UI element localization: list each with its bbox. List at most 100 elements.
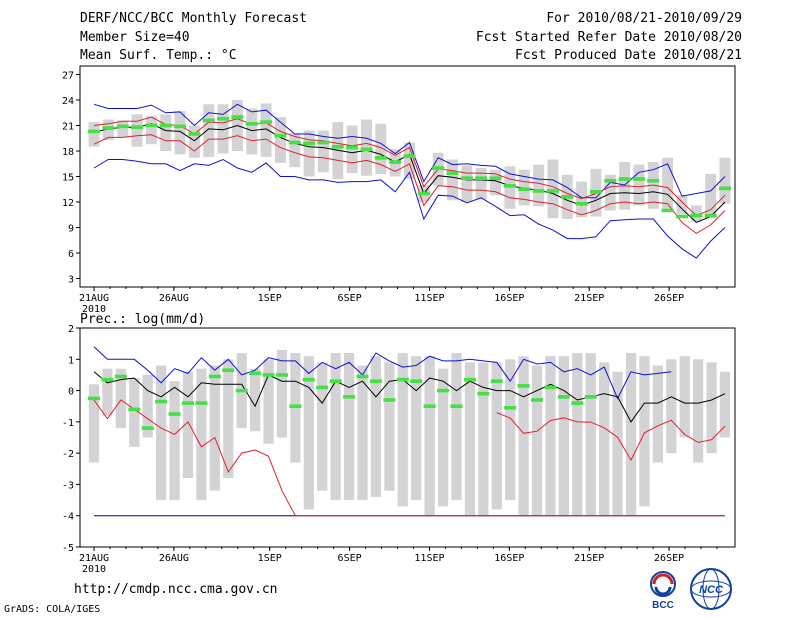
ensemble-box (505, 359, 516, 501)
y-tick-label: 18 (62, 147, 74, 158)
observation-marker (532, 189, 545, 193)
y-tick-label: 12 (62, 198, 74, 209)
observation-marker (275, 373, 288, 377)
ensemble-box (679, 356, 690, 438)
spread-high-line (93, 116, 726, 217)
ensemble-box (317, 362, 328, 491)
ncc-logo-icon: NCC (690, 568, 732, 610)
ensemble-box (585, 353, 596, 516)
x-tick-label: 21SEP (574, 293, 604, 304)
y-tick-label: 3 (68, 275, 74, 286)
forecast-produced-date: Fcst Produced Date 2010/08/21 (515, 48, 742, 63)
observation-marker (114, 374, 127, 379)
observation-marker (195, 401, 208, 405)
observation-marker (647, 178, 660, 183)
observation-marker (128, 407, 141, 412)
observation-marker (374, 156, 387, 160)
ensemble-box (303, 356, 314, 510)
observation-marker (141, 426, 154, 430)
ensemble-box (719, 157, 731, 204)
website-url[interactable]: http://cmdp.ncc.cma.gov.cn (74, 582, 278, 597)
ensemble-box (330, 353, 341, 501)
ensemble-box (209, 365, 220, 491)
ensemble-box (719, 371, 731, 438)
ensemble-box (88, 122, 100, 147)
observation-marker (262, 373, 275, 377)
x-year-label: 2010 (82, 564, 106, 575)
ensemble-box (625, 353, 637, 516)
observation-marker (661, 208, 674, 213)
ensemble-box (115, 368, 126, 429)
observation-marker (675, 214, 688, 219)
ensemble-box (706, 362, 717, 454)
y-tick-label: 1 (68, 355, 74, 366)
forecast-period: For 2010/08/21-2010/09/29 (546, 11, 742, 26)
bcc-logo-icon: BCC (650, 571, 676, 611)
observation-marker (235, 388, 248, 393)
observation-marker (208, 374, 221, 379)
observation-marker (168, 412, 181, 416)
ensemble-box (188, 125, 200, 158)
x-tick-label: 6SEP (338, 293, 362, 304)
observation-marker (101, 377, 114, 382)
ensemble-box (263, 359, 274, 444)
observation-marker (343, 395, 356, 399)
x-tick-label: 1SEP (258, 553, 282, 564)
ensemble-box (343, 353, 355, 501)
spread-low-line (93, 399, 296, 516)
ensemble-box (662, 157, 674, 209)
ensemble-box (131, 114, 143, 147)
observation-marker (217, 116, 230, 121)
observation-marker (222, 368, 235, 373)
observation-marker (396, 377, 409, 382)
observation-marker (369, 379, 382, 383)
y-tick-label: 2 (68, 324, 74, 335)
ensemble-box (531, 365, 543, 516)
ensemble-box (246, 108, 258, 155)
observation-marker (317, 140, 330, 145)
ensemble-box (174, 111, 186, 155)
ensemble-box (384, 362, 395, 491)
y-tick-label: -2 (62, 449, 74, 460)
grads-credit: GrADS: COLA/IGES (4, 604, 101, 615)
ensemble-box (451, 353, 462, 501)
observation-marker (245, 122, 258, 126)
x-tick-label: 21AUG (79, 293, 109, 304)
ensemble-box (464, 362, 476, 516)
observation-marker (518, 187, 531, 192)
observation-marker (490, 379, 503, 383)
x-tick-label: 26AUG (159, 553, 189, 564)
observation-marker (571, 401, 584, 405)
observation-marker (316, 385, 329, 390)
x-tick-label: 26SEP (654, 553, 684, 564)
observation-marker (403, 154, 416, 158)
observation-marker (202, 118, 215, 123)
observation-marker (575, 201, 588, 206)
ensemble-box (693, 359, 704, 463)
ensemble-box (203, 104, 215, 157)
observation-marker (102, 126, 115, 130)
observation-marker (589, 190, 602, 194)
observation-marker (432, 166, 445, 170)
x-tick-label: 16SEP (494, 293, 524, 304)
variable-label: Mean Surf. Temp.: °C (80, 48, 237, 63)
observation-marker (632, 177, 645, 181)
ensemble-box (370, 356, 382, 497)
max-line (93, 346, 672, 400)
observation-marker (489, 176, 502, 180)
observation-marker (88, 396, 100, 401)
observation-marker (460, 176, 473, 180)
observation-marker (690, 213, 703, 218)
observation-marker (159, 123, 172, 128)
x-tick-label: 21SEP (574, 553, 604, 564)
ensemble-box (599, 362, 610, 516)
observation-marker (231, 115, 244, 119)
observation-marker (289, 404, 302, 409)
observation-marker (446, 171, 459, 175)
forecast-start-date: Fcst Started Refer Date 2010/08/20 (475, 30, 742, 45)
observation-marker (329, 379, 342, 383)
observation-marker (423, 404, 436, 409)
ensemble-box (274, 117, 286, 163)
observation-marker (450, 404, 463, 409)
y-tick-label: 24 (62, 96, 74, 107)
